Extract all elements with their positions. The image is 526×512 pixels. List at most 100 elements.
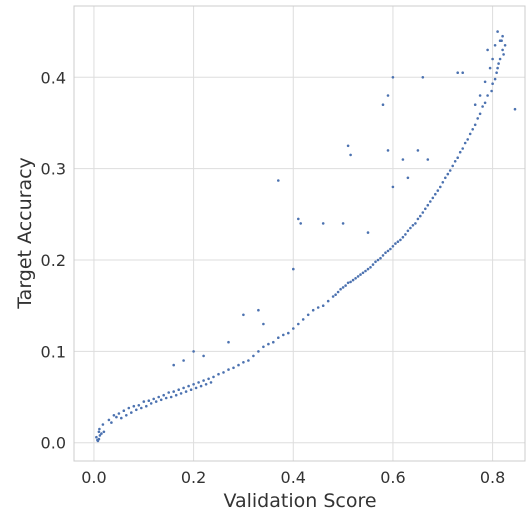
data-point	[376, 258, 380, 262]
y-tick-label: 0.2	[41, 251, 66, 270]
data-point	[389, 247, 392, 251]
data-point	[140, 406, 143, 410]
data-point	[326, 299, 330, 303]
data-point	[424, 207, 427, 211]
data-point	[98, 427, 101, 431]
data-point	[257, 308, 260, 312]
data-point	[100, 432, 103, 435]
data-point	[101, 423, 105, 426]
data-point	[386, 249, 390, 253]
data-point	[152, 397, 155, 401]
data-point	[414, 222, 417, 225]
data-point	[222, 371, 225, 374]
data-point	[374, 260, 377, 264]
data-point	[311, 308, 315, 312]
data-point	[491, 57, 494, 61]
data-point	[306, 313, 310, 317]
data-point	[237, 363, 240, 367]
data-point	[399, 238, 402, 242]
data-point	[97, 430, 101, 434]
data-point	[336, 290, 340, 294]
data-point	[172, 390, 175, 393]
data-point	[277, 336, 280, 340]
data-point	[391, 245, 395, 248]
data-point	[401, 158, 405, 161]
data-point	[192, 350, 195, 353]
data-point	[481, 105, 484, 108]
data-point	[98, 434, 102, 437]
data-point	[174, 393, 178, 397]
data-point	[227, 368, 230, 371]
data-point	[242, 313, 245, 317]
data-point	[490, 89, 493, 93]
data-point	[493, 77, 497, 81]
data-point	[502, 53, 505, 56]
x-tick-label: 0.2	[181, 468, 206, 487]
data-point	[409, 226, 412, 230]
data-point	[341, 286, 345, 289]
data-point	[112, 414, 116, 417]
data-point	[339, 287, 342, 291]
x-tick-labels: 0.0 0.2 0.4 0.6 0.8	[81, 468, 505, 487]
data-point	[361, 271, 365, 275]
data-point	[204, 383, 208, 386]
data-point	[242, 361, 245, 364]
data-point	[431, 196, 435, 200]
data-point	[461, 71, 465, 74]
data-point	[501, 34, 504, 38]
data-point	[247, 359, 250, 362]
data-point	[331, 295, 335, 298]
data-point	[349, 153, 352, 157]
data-point	[483, 101, 487, 105]
data-point	[486, 48, 489, 52]
data-point	[351, 278, 355, 282]
data-point	[182, 359, 185, 362]
data-point	[257, 350, 260, 353]
data-point	[110, 421, 113, 424]
data-point	[501, 48, 504, 52]
data-point	[429, 200, 432, 203]
data-point	[157, 395, 160, 399]
data-point	[364, 269, 367, 273]
data-point	[391, 185, 395, 189]
x-axis-label: Validation Score	[223, 490, 376, 512]
data-point	[359, 273, 362, 276]
y-axis-label: Target Accuracy	[14, 157, 36, 310]
data-point	[267, 342, 270, 346]
data-point	[498, 57, 502, 61]
data-point	[439, 185, 442, 189]
data-point	[194, 386, 198, 390]
data-point	[227, 340, 230, 344]
data-point	[434, 192, 437, 196]
data-point	[262, 322, 265, 326]
data-point	[473, 123, 477, 127]
data-point	[252, 354, 255, 358]
data-point	[154, 400, 158, 403]
data-point	[478, 94, 482, 97]
y-tick-label: 0.3	[41, 160, 66, 179]
data-point	[486, 94, 489, 97]
data-point	[497, 62, 500, 65]
data-point	[446, 172, 450, 176]
data-point	[344, 284, 347, 287]
data-point	[386, 94, 390, 97]
data-point	[287, 331, 290, 335]
data-point	[177, 388, 180, 392]
data-point	[122, 409, 126, 413]
data-point	[468, 132, 472, 136]
data-point	[145, 404, 148, 408]
data-point	[187, 384, 190, 388]
data-point	[426, 158, 430, 161]
data-point	[441, 181, 445, 184]
data-point	[401, 235, 405, 239]
data-point	[384, 251, 387, 254]
data-point	[192, 383, 195, 386]
data-point	[137, 404, 141, 407]
data-point	[125, 414, 128, 417]
data-point	[217, 372, 220, 376]
data-point	[458, 150, 462, 154]
data-point	[416, 149, 420, 152]
data-point	[341, 222, 345, 225]
data-point	[292, 267, 295, 271]
data-point	[147, 399, 151, 403]
